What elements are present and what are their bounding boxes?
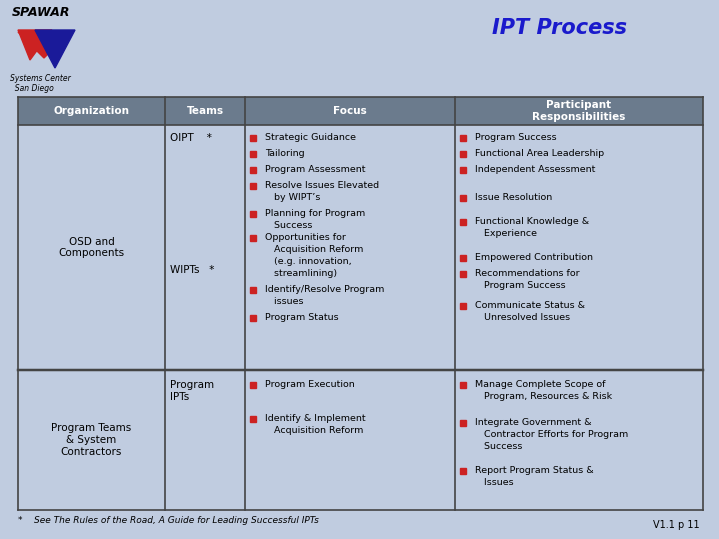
Polygon shape xyxy=(18,32,70,58)
Text: Contractor Efforts for Program: Contractor Efforts for Program xyxy=(475,430,628,439)
Text: V1.1 p 11: V1.1 p 11 xyxy=(654,520,700,530)
Polygon shape xyxy=(18,30,52,60)
Text: Independent Assessment: Independent Assessment xyxy=(475,165,595,174)
Text: streamlining): streamlining) xyxy=(265,269,337,278)
Text: WIPTs   *: WIPTs * xyxy=(170,265,214,275)
Text: (e.g. innovation,: (e.g. innovation, xyxy=(265,257,352,266)
Text: OIPT    *: OIPT * xyxy=(170,133,212,143)
Text: Program Success: Program Success xyxy=(475,133,557,142)
Text: *    See The Rules of the Road, A Guide for Leading Successful IPTs: * See The Rules of the Road, A Guide for… xyxy=(18,516,319,525)
Text: Program Status: Program Status xyxy=(265,313,339,322)
Text: Acquisition Reform: Acquisition Reform xyxy=(265,245,363,254)
Text: Focus: Focus xyxy=(333,106,367,116)
Text: issues: issues xyxy=(265,297,303,306)
Text: Unresolved Issues: Unresolved Issues xyxy=(475,313,570,322)
Text: Teams: Teams xyxy=(186,106,224,116)
Bar xyxy=(18,370,703,510)
Text: Program Assessment: Program Assessment xyxy=(265,165,365,174)
Text: Systems Center
  San Diego: Systems Center San Diego xyxy=(10,74,70,93)
Text: Integrate Government &: Integrate Government & xyxy=(475,418,592,427)
Text: Resolve Issues Elevated: Resolve Issues Elevated xyxy=(265,181,379,190)
Bar xyxy=(18,97,703,125)
Text: Issues: Issues xyxy=(475,478,513,487)
Text: OSD and
Components: OSD and Components xyxy=(58,237,124,258)
Text: Issue Resolution: Issue Resolution xyxy=(475,193,552,202)
Text: Program Success: Program Success xyxy=(475,281,566,290)
Text: Strategic Guidance: Strategic Guidance xyxy=(265,133,356,142)
Text: Program Teams
& System
Contractors: Program Teams & System Contractors xyxy=(51,424,132,457)
Text: Recommendations for: Recommendations for xyxy=(475,269,580,278)
Text: Participant
Responsibilities: Participant Responsibilities xyxy=(532,100,626,122)
Text: Planning for Program: Planning for Program xyxy=(265,209,365,218)
Text: Experience: Experience xyxy=(475,229,537,238)
Text: Program Execution: Program Execution xyxy=(265,380,354,389)
Polygon shape xyxy=(35,30,75,68)
Text: Functional Area Leadership: Functional Area Leadership xyxy=(475,149,604,158)
Text: Empowered Contribution: Empowered Contribution xyxy=(475,253,593,262)
Text: Program, Resources & Risk: Program, Resources & Risk xyxy=(475,392,612,401)
Text: Communicate Status &: Communicate Status & xyxy=(475,301,585,310)
Text: Functional Knowledge &: Functional Knowledge & xyxy=(475,217,589,226)
Text: Opportunities for: Opportunities for xyxy=(265,233,346,242)
Text: Report Program Status &: Report Program Status & xyxy=(475,466,594,475)
Text: SPAWAR: SPAWAR xyxy=(12,6,70,19)
Text: Program
IPTs: Program IPTs xyxy=(170,380,214,402)
Text: Tailoring: Tailoring xyxy=(265,149,305,158)
Text: Manage Complete Scope of: Manage Complete Scope of xyxy=(475,380,605,389)
Text: by WIPT’s: by WIPT’s xyxy=(265,193,321,202)
Text: Success: Success xyxy=(265,221,312,230)
Text: IPT Process: IPT Process xyxy=(493,18,628,38)
Text: Organization: Organization xyxy=(53,106,129,116)
Text: Acquisition Reform: Acquisition Reform xyxy=(265,426,363,435)
Text: Success: Success xyxy=(475,442,523,451)
Text: Identify/Resolve Program: Identify/Resolve Program xyxy=(265,285,385,294)
Bar xyxy=(18,125,703,370)
Text: Identify & Implement: Identify & Implement xyxy=(265,414,366,423)
